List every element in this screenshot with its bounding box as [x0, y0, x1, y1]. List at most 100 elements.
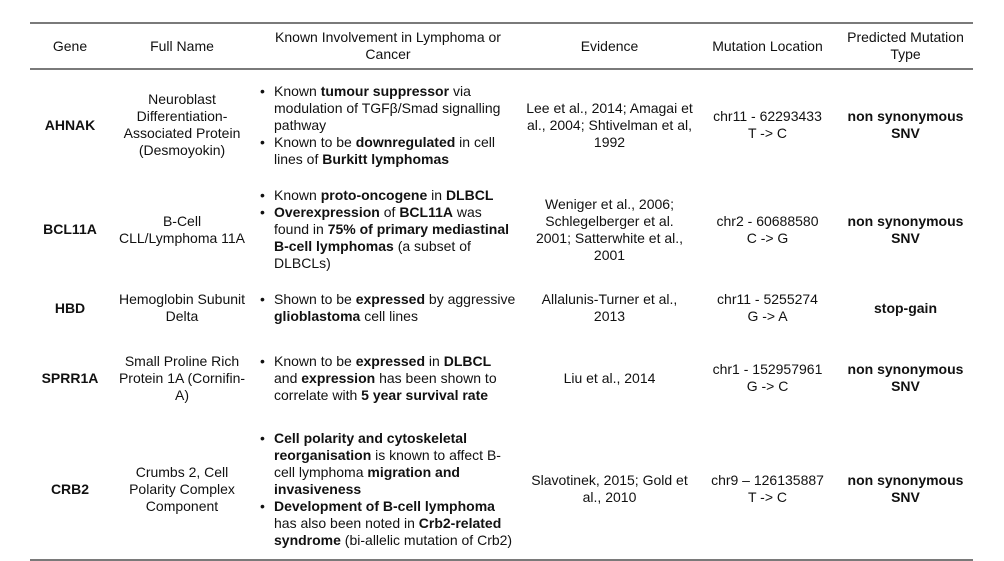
involvement-list: Shown to be expressed by aggressive glio…	[254, 291, 518, 325]
text: has been shown to correlate with	[274, 369, 497, 403]
location-change: G -> A	[747, 308, 788, 324]
full-name-cell: B-Cell CLL/Lymphoma 11A	[118, 212, 246, 246]
text: Known to be	[274, 133, 356, 150]
location-position: chr11 - 62293433	[713, 108, 822, 124]
involvement-cell: Cell polarity and cytoskeletal reorganis…	[254, 419, 522, 560]
evidence-cell: Weniger et al., 2006; Schlegelberger et …	[535, 195, 684, 263]
table-row: CRB2 Crumbs 2, Cell Polarity Complex Com…	[30, 419, 973, 560]
involvement-list: Known proto-oncogene in DLBCLOverexpress…	[254, 187, 518, 272]
location-position: chr1 - 152957961	[712, 361, 823, 377]
involvement-list: Known tumour suppressor via modulation o…	[254, 83, 518, 168]
text: Known	[274, 187, 321, 203]
bold-text: DLBCL	[445, 187, 494, 203]
text: Shown to be	[274, 291, 356, 307]
evidence-cell: Slavotinek, 2015; Gold et al., 2010	[531, 472, 688, 505]
full-name-cell: Crumbs 2, Cell Polarity Complex Componen…	[129, 463, 235, 514]
bold-text: Burkitt lymphomas	[322, 150, 450, 167]
header-full-name: Full Name	[150, 37, 214, 54]
location-change: T -> C	[747, 125, 788, 141]
involvement-cell: Known to be expressed in DLBCL and expre…	[254, 337, 522, 419]
involvement-list: Known to be expressed in DLBCL and expre…	[254, 353, 518, 404]
bold-text: expression	[301, 369, 376, 386]
bold-text: tumour suppressor	[320, 82, 450, 99]
table-row: HBD Hemoglobin Subunit Delta Shown to be…	[30, 279, 973, 337]
location-cell: chr11 - 62293433 T -> C	[697, 69, 838, 180]
gene-cell: SPRR1A	[41, 369, 99, 386]
bold-text: BCL11A	[399, 204, 453, 220]
header-location: Mutation Location	[712, 37, 823, 54]
location-change: G -> C	[746, 378, 789, 394]
text: via modulation of TGFβ/Smad signalling p…	[274, 82, 501, 133]
bold-text: expressed	[355, 291, 426, 307]
location-position: chr9 – 126135887	[711, 472, 824, 488]
bold-text: expressed	[355, 352, 426, 369]
involvement-bullet: Known proto-oncogene in DLBCL	[254, 187, 518, 204]
text: Known	[274, 82, 321, 99]
mutation-type-cell: non synonymous SNV	[847, 108, 964, 141]
bold-text: proto-oncogene	[320, 187, 428, 203]
header-involvement: Known Involvement in Lymphoma or Cancer	[275, 29, 501, 62]
involvement-bullet: Known to be expressed in DLBCL and expre…	[254, 353, 518, 404]
bold-text: Cell polarity and cytoskeletal reorganis…	[274, 429, 467, 463]
text: (bi-allelic mutation of Crb2)	[340, 531, 513, 548]
involvement-bullet: Known tumour suppressor via modulation o…	[254, 83, 518, 134]
involvement-bullet: Development of B-cell lymphoma has also …	[254, 498, 518, 549]
header-evidence: Evidence	[580, 37, 639, 54]
location-position: chr11 - 5255274	[717, 291, 818, 307]
text: of	[379, 204, 400, 220]
gene-cell: BCL11A	[43, 221, 97, 237]
text: is known to affect B-cell lymphoma	[274, 446, 501, 480]
involvement-bullet: Shown to be expressed by aggressive glio…	[254, 291, 518, 325]
bold-text: downregulated	[355, 133, 456, 150]
text: in	[427, 187, 446, 203]
gene-cell: AHNAK	[44, 116, 96, 133]
involvement-bullet: Overexpression of BCL11A was found in 75…	[254, 204, 518, 272]
full-name-cell: Hemoglobin Subunit Delta	[118, 291, 246, 324]
location-cell: chr2 - 60688580 C -> G	[697, 180, 838, 279]
header-type: Predicted Mutation Type	[847, 29, 964, 62]
involvement-bullet: Known to be downregulated in cell lines …	[254, 134, 518, 168]
text: has also been noted in	[274, 514, 419, 531]
bold-text: Development of B-cell lymphoma	[274, 497, 495, 514]
text: by aggressive	[425, 291, 516, 307]
text: Known to be	[274, 352, 356, 369]
location-cell: chr11 - 5255274 G -> A	[697, 279, 838, 337]
location-cell: chr1 - 152957961 G -> C	[697, 337, 838, 419]
involvement-list: Cell polarity and cytoskeletal reorganis…	[254, 430, 518, 549]
page: Gene Full Name Known Involvement in Lymp…	[0, 0, 1004, 544]
mutation-type-cell: non synonymous SNV	[847, 472, 964, 505]
text: cell lines	[360, 308, 418, 324]
table-row: AHNAK Neuroblast Differentiation-Associa…	[30, 69, 973, 180]
evidence-cell: Liu et al., 2014	[563, 369, 656, 386]
gene-cell: HBD	[54, 299, 86, 316]
text: in cell lines of	[274, 133, 495, 167]
header-gene: Gene	[52, 37, 88, 54]
bold-text: Overexpression	[274, 204, 380, 220]
bold-text: glioblastoma	[274, 308, 361, 324]
full-name-cell: Small Proline Rich Protein 1A (Cornifin-…	[118, 352, 246, 403]
location-cell: chr9 – 126135887 T -> C	[697, 419, 838, 560]
table-row: BCL11A B-Cell CLL/Lymphoma 11A Known pro…	[30, 180, 973, 279]
involvement-cell: Known tumour suppressor via modulation o…	[254, 69, 522, 180]
bold-text: DLBCL	[443, 352, 492, 369]
text: and	[274, 369, 302, 386]
evidence-cell: Allalunis-Turner et al., 2013	[541, 291, 678, 324]
location-change: T -> C	[747, 489, 788, 505]
bold-text: migration and invasiveness	[274, 463, 460, 497]
location-position: chr2 - 60688580	[716, 212, 819, 229]
text: was found in	[274, 204, 482, 237]
header-row: Gene Full Name Known Involvement in Lymp…	[30, 23, 973, 69]
mutation-type-cell: non synonymous SNV	[847, 361, 964, 394]
mutation-type-cell: stop-gain	[874, 299, 937, 316]
full-name-cell: Neuroblast Differentiation-Associated Pr…	[123, 91, 241, 158]
gene-table: Gene Full Name Known Involvement in Lymp…	[30, 22, 973, 561]
mutation-type-cell: non synonymous SNV	[847, 212, 964, 246]
table-row: SPRR1A Small Proline Rich Protein 1A (Co…	[30, 337, 973, 419]
bold-text: 5 year survival rate	[361, 386, 489, 403]
evidence-cell: Lee et al., 2014; Amagai et al., 2004; S…	[526, 99, 693, 150]
bold-text: 75% of primary mediastinal B-cell lympho…	[274, 221, 510, 254]
involvement-cell: Known proto-oncogene in DLBCLOverexpress…	[254, 180, 522, 279]
gene-cell: CRB2	[50, 480, 90, 497]
involvement-cell: Shown to be expressed by aggressive glio…	[254, 279, 522, 337]
text: (a subset of DLBCLs)	[274, 238, 471, 271]
